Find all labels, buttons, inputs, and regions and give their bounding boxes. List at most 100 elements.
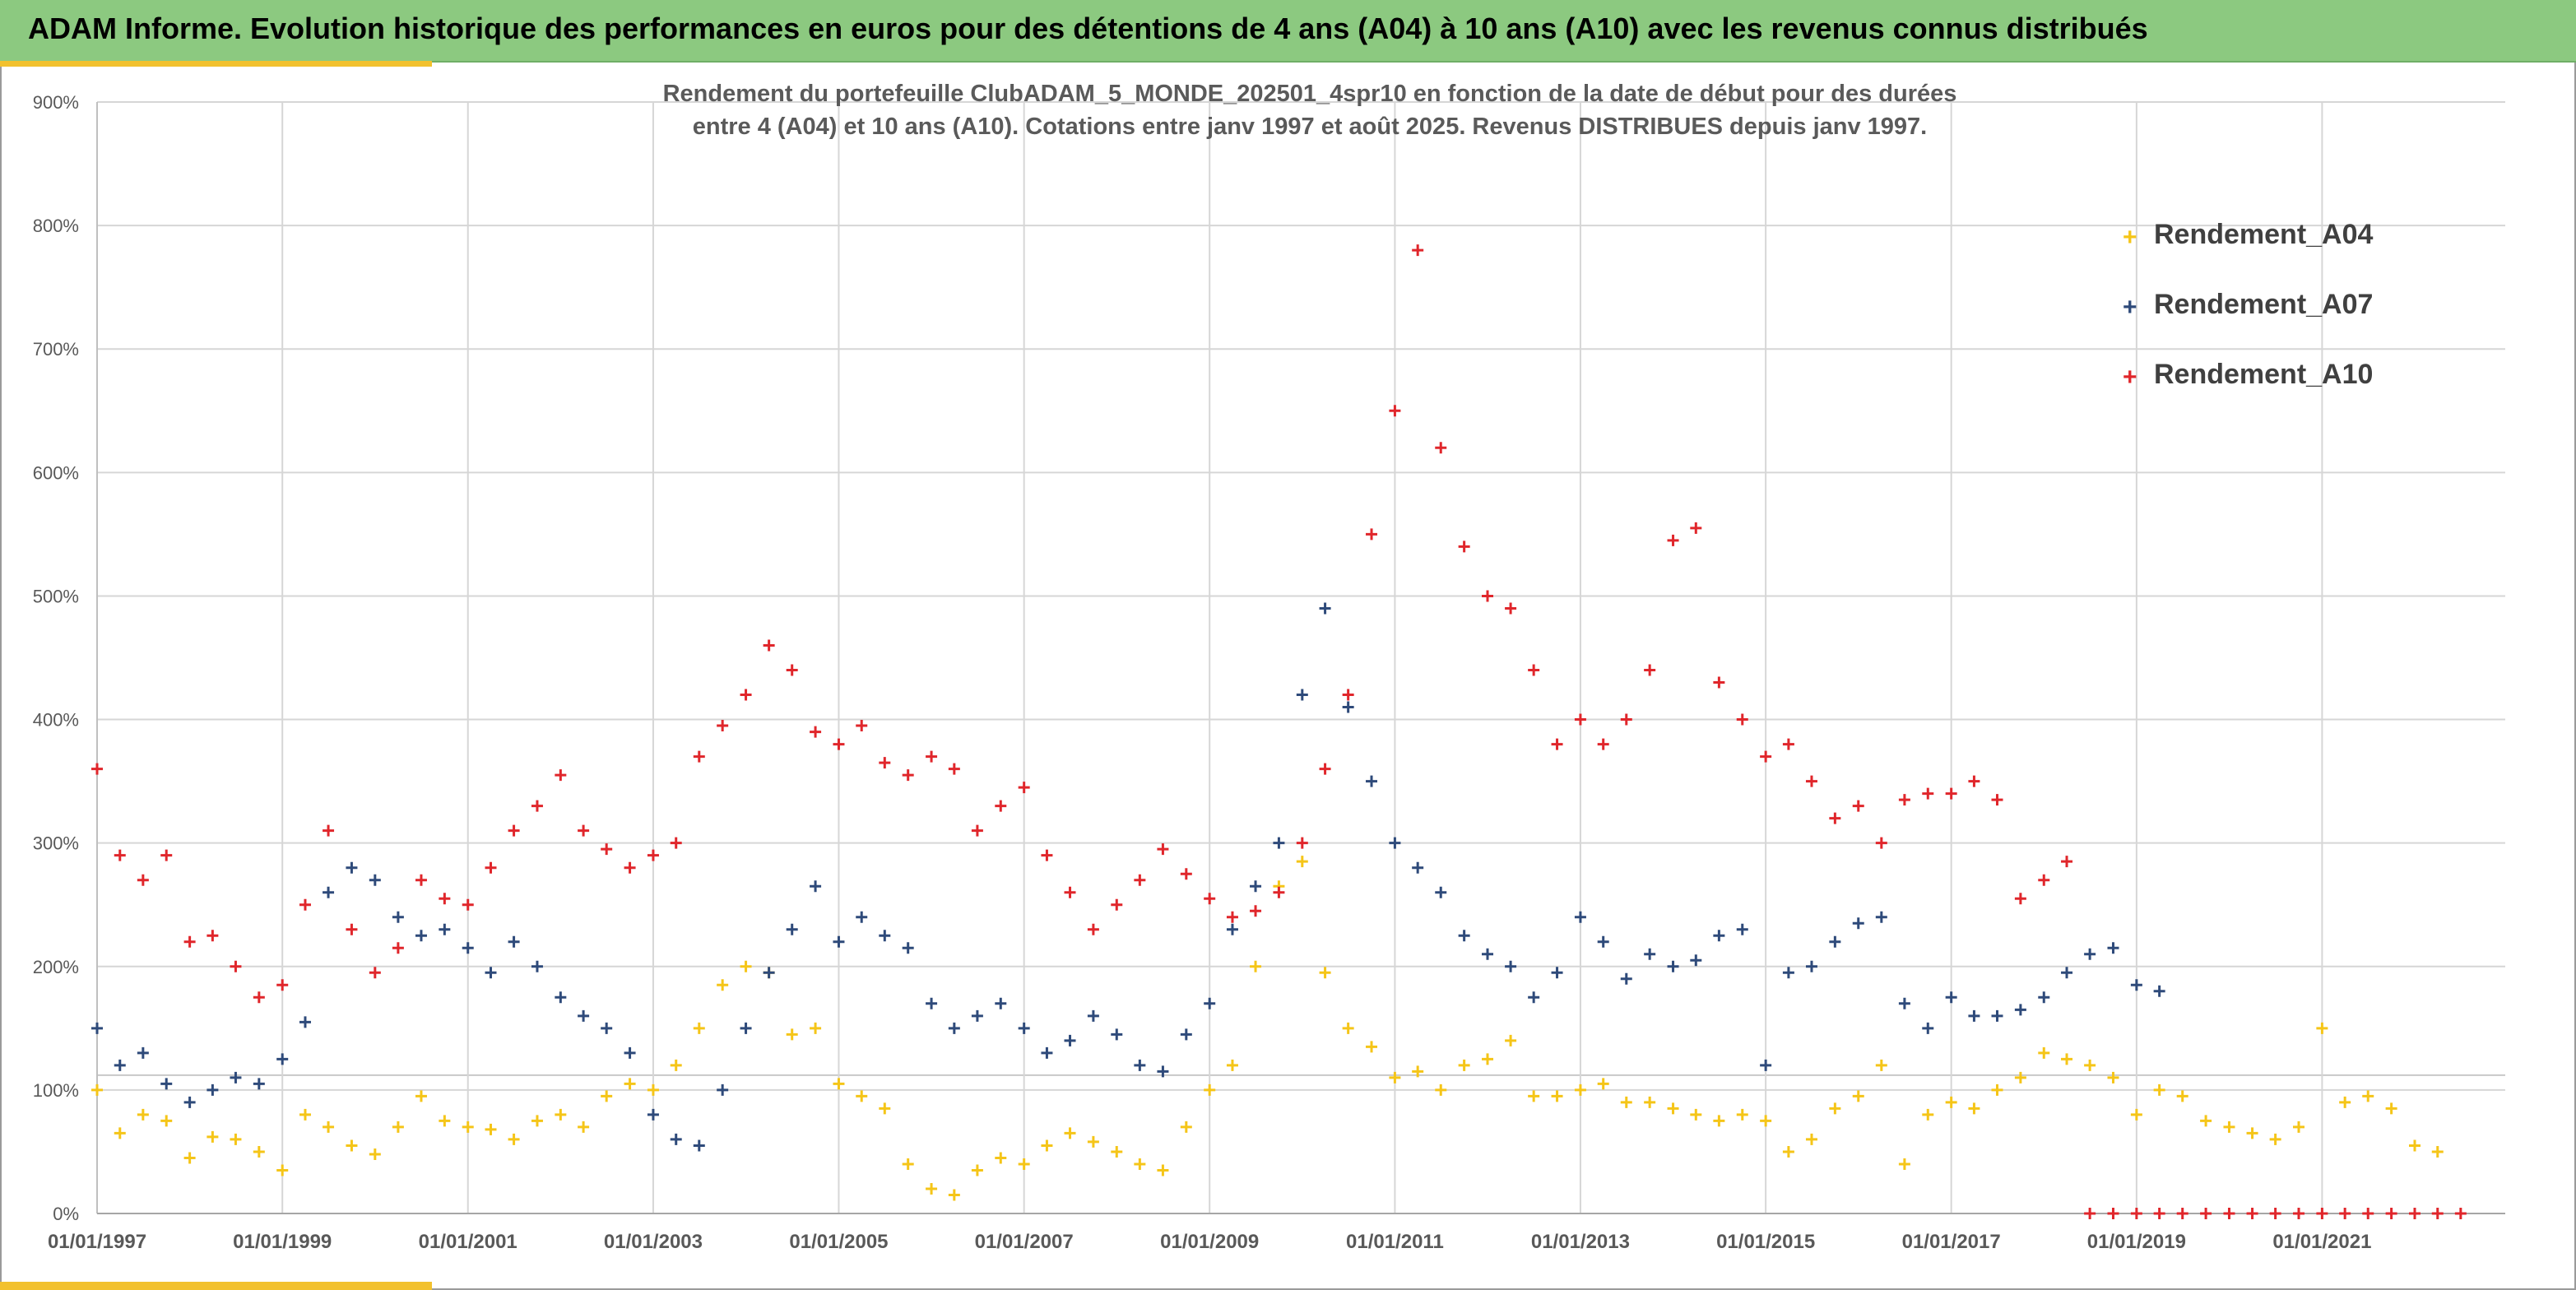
data-point [2316,1208,2328,1219]
data-point [1597,1078,1609,1090]
y-tick-label: 400% [33,710,79,731]
data-point [323,886,335,898]
data-point [624,1046,636,1059]
data-point [369,874,381,886]
data-point [1296,856,1308,868]
data-point [276,1053,289,1065]
data-point [810,880,822,893]
data-point [415,930,427,942]
data-point [1342,689,1354,701]
data-point [462,1121,474,1133]
data-point [369,1148,381,1160]
data-point [1991,794,2003,806]
data-point [1018,782,1030,794]
data-point [91,1022,103,1034]
data-point [1922,1022,1934,1034]
data-point [856,911,868,923]
x-tick-label: 01/01/1997 [48,1231,146,1253]
data-point [2038,991,2050,1004]
data-point [1875,911,1887,923]
data-point [160,1115,173,1127]
data-point [1226,911,1238,923]
data-point [1041,1046,1053,1059]
data-point [1667,534,1679,546]
data-point [693,1139,705,1152]
y-tick-label: 900% [33,92,79,113]
data-point [1412,1065,1424,1078]
data-point [786,664,798,676]
data-point [948,1189,960,1201]
data-point [1435,886,1447,898]
data-point [1528,991,1540,1004]
data-point [740,689,752,701]
data-point [1620,1096,1632,1108]
data-point [995,800,1007,812]
data-point [1875,837,1887,849]
data-point [1180,868,1192,880]
data-point [1898,997,1910,1009]
data-point [670,1133,682,1145]
data-point [1226,923,1238,935]
data-point [717,1084,729,1096]
data-point [555,1108,567,1121]
data-point [902,942,914,954]
data-point [2014,893,2026,905]
data-point [879,757,891,769]
y-tick-label: 600% [33,462,79,483]
data-point [1968,1102,1980,1115]
data-point [995,1152,1007,1164]
data-point [1412,861,1424,874]
data-point [137,874,149,886]
data-point [160,849,173,861]
data-point [2293,1208,2305,1219]
data-point [160,1078,173,1090]
data-point [1574,911,1586,923]
x-tick-label: 01/01/2021 [2272,1231,2371,1253]
data-point [833,738,845,750]
data-point [1829,1102,1841,1115]
data-point [670,837,682,849]
y-tick-label: 100% [33,1080,79,1101]
data-point [2409,1139,2421,1152]
data-point [1852,800,1864,812]
data-point [1505,1034,1517,1046]
data-point [439,923,451,935]
data-point [1157,843,1169,856]
data-point [183,1152,196,1164]
data-point [1250,905,1262,917]
data-point [207,1084,219,1096]
data-point [2038,874,2050,886]
data-point [323,824,335,837]
data-point [1319,967,1331,979]
data-point [91,1084,103,1096]
data-point [531,1115,543,1127]
data-point [2061,1053,2073,1065]
chart-title-line-1: Rendement du portefeuille ClubADAM_5_MON… [662,81,1957,107]
data-point [2246,1208,2258,1219]
series-rendement-a10 [91,244,2467,1219]
legend-marker-a07: + [2123,294,2137,321]
data-point [624,1078,636,1090]
data-point [926,750,938,763]
data-point [2038,1046,2050,1059]
data-point [415,1090,427,1102]
data-point [2014,1071,2026,1084]
data-point [2084,1059,2096,1071]
data-point [2130,1108,2142,1121]
data-point [531,960,543,972]
chart-title: Rendement du portefeuille ClubADAM_5_MON… [504,77,2116,143]
data-point [462,898,474,911]
data-point [1690,954,1702,967]
data-point [2223,1208,2235,1219]
data-point [948,1022,960,1034]
data-point [1875,1059,1887,1071]
data-point [1296,689,1308,701]
legend-label-a04: Rendement_A04 [2154,219,2374,250]
data-point [1435,442,1447,454]
data-point [1968,775,1980,787]
legend-marker-a04: + [2123,224,2137,251]
data-point [1018,1022,1030,1034]
data-point [1991,1009,2003,1022]
data-point [833,935,845,948]
